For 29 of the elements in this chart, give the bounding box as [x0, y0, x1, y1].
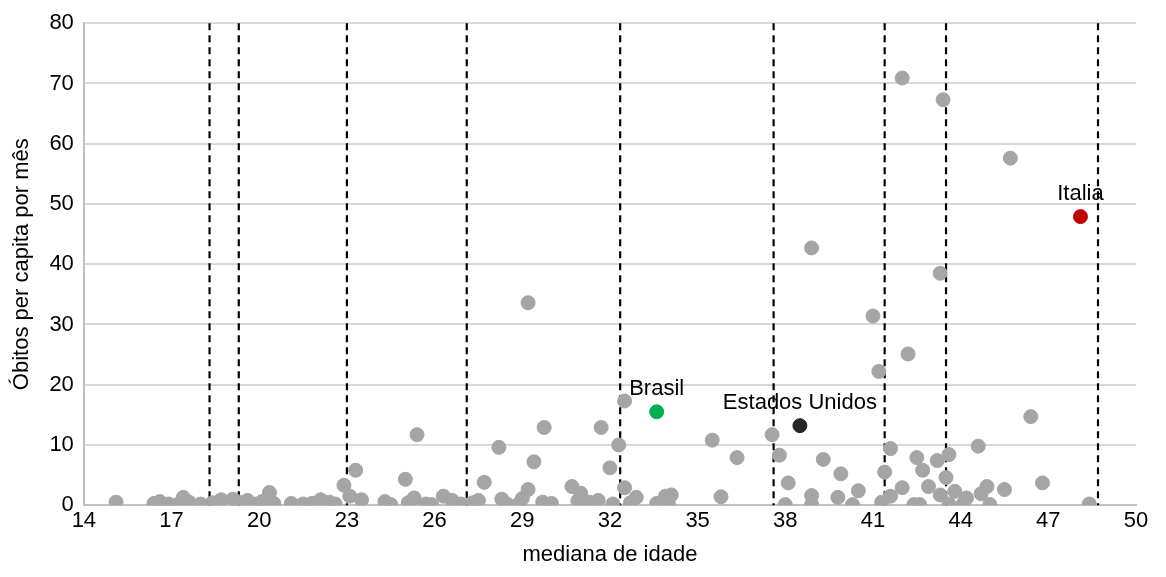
x-tick-label: 32 — [597, 507, 623, 533]
x-tick-label: 47 — [1036, 507, 1061, 533]
x-tick-label: 38 — [773, 507, 798, 533]
point — [649, 404, 665, 420]
y-tick-label: 60 — [49, 129, 74, 155]
y-tick-label: 30 — [49, 310, 74, 336]
y-axis-title: Óbitos per capita por mês — [8, 138, 34, 391]
x-tick-label: 17 — [159, 507, 184, 533]
series-label: Estados Unidos — [722, 388, 877, 414]
x-tick-label: 44 — [948, 507, 973, 533]
series-label: Brasil — [629, 374, 685, 400]
x-tick-label: 35 — [685, 507, 710, 533]
y-tick-label: 10 — [49, 431, 74, 457]
series-label: Italia — [1057, 179, 1105, 205]
y-tick-label: 40 — [49, 250, 74, 276]
x-tick-label: 23 — [334, 507, 360, 533]
x-tick-label: 20 — [246, 507, 272, 533]
y-tick-label: 0 — [61, 491, 74, 517]
x-tick-label: 50 — [1123, 507, 1149, 533]
y-tick-label: 80 — [49, 9, 74, 35]
point — [1072, 209, 1088, 225]
x-tick-label: 26 — [422, 507, 447, 533]
y-tick-label: 70 — [49, 69, 74, 95]
y-tick-label: 50 — [49, 190, 74, 216]
x-tick-label: 29 — [510, 507, 535, 533]
y-tick-label: 20 — [49, 370, 74, 396]
x-axis-title: mediana de idade — [522, 540, 698, 566]
x-tick-label: 41 — [860, 507, 886, 533]
point — [792, 418, 808, 434]
